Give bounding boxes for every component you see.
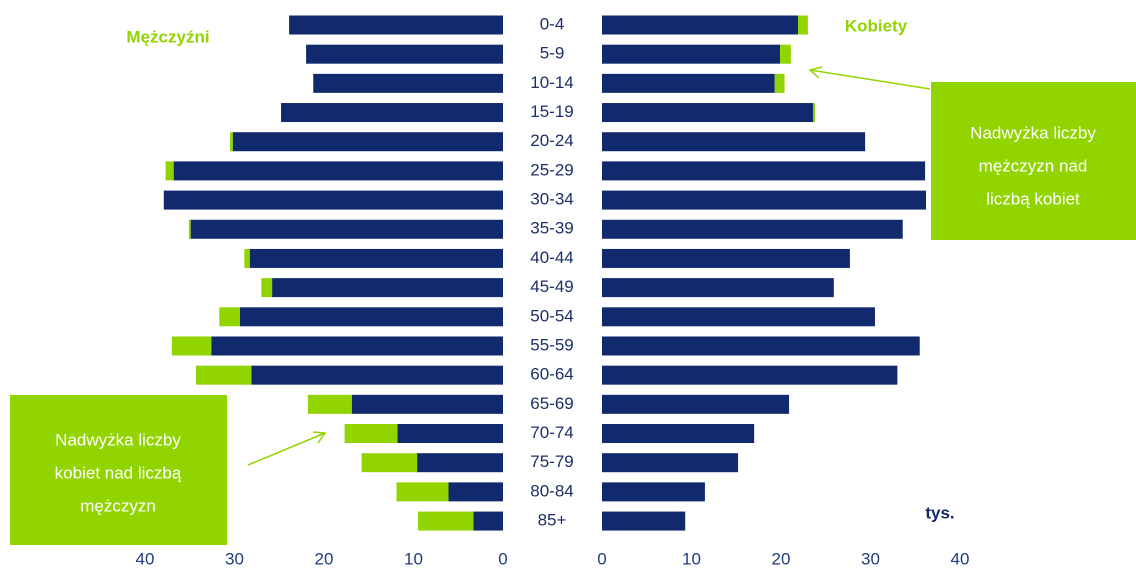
- bar: [602, 161, 926, 181]
- bar: [289, 15, 503, 35]
- bar: [602, 511, 686, 531]
- bar: [244, 248, 250, 268]
- x-tick-label: 40: [951, 549, 970, 568]
- age-label: 85+: [538, 511, 567, 530]
- age-label: 65-69: [530, 394, 573, 413]
- bar: [602, 336, 920, 356]
- annotation-box: [931, 82, 1136, 240]
- arrow-head: [312, 431, 327, 444]
- bar: [239, 307, 503, 327]
- bar: [813, 103, 816, 123]
- bar: [602, 307, 875, 327]
- bar: [219, 307, 240, 327]
- unit-label: tys.: [925, 503, 954, 522]
- bar: [190, 219, 503, 239]
- bar: [417, 453, 503, 473]
- bar: [602, 365, 898, 385]
- bar: [307, 394, 352, 414]
- bar: [397, 424, 503, 444]
- arrow-head: [808, 66, 823, 79]
- bar: [602, 15, 799, 35]
- bar: [261, 278, 273, 298]
- bar: [602, 424, 755, 444]
- bar: [602, 394, 790, 414]
- age-label: 70-74: [530, 423, 573, 442]
- annotation-text: kobiet nad liczbą: [55, 463, 182, 482]
- annotation-text: mężczyzn nad: [979, 156, 1088, 175]
- bar: [361, 453, 418, 473]
- bar: [306, 44, 503, 64]
- bar: [602, 190, 926, 210]
- x-tick-label: 0: [597, 549, 606, 568]
- bar: [780, 44, 791, 64]
- bar: [211, 336, 504, 356]
- bar: [251, 365, 503, 385]
- bar: [313, 73, 503, 93]
- x-tick-label: 20: [772, 549, 791, 568]
- bar: [602, 103, 814, 123]
- bar: [602, 219, 903, 239]
- x2-tick-label: 40: [136, 549, 155, 568]
- age-label: 45-49: [530, 277, 573, 296]
- age-label: 50-54: [530, 306, 573, 325]
- age-label: 55-59: [530, 335, 573, 354]
- x2-tick-label: 20: [315, 549, 334, 568]
- bar: [351, 394, 503, 414]
- bar: [188, 219, 191, 239]
- bar: [774, 73, 785, 93]
- bar: [396, 482, 449, 502]
- x-tick-label: 30: [861, 549, 880, 568]
- bar: [602, 73, 775, 93]
- annotation-box: [10, 395, 227, 545]
- bar: [344, 424, 398, 444]
- x2-tick-label: 30: [225, 549, 244, 568]
- arrow: [247, 432, 326, 466]
- age-label: 15-19: [530, 102, 573, 121]
- age-label: 10-14: [530, 73, 573, 92]
- bar: [281, 103, 503, 123]
- bar: [196, 365, 252, 385]
- age-label: 80-84: [530, 481, 573, 500]
- annotation-text: mężczyzn: [80, 496, 156, 515]
- bar: [448, 482, 503, 502]
- age-label: 20-24: [530, 131, 573, 150]
- legend-men: Mężczyźni: [126, 27, 209, 46]
- x-tick-label: 10: [682, 549, 701, 568]
- age-label: 75-79: [530, 452, 573, 471]
- x2-tick-label: 10: [404, 549, 423, 568]
- age-label: 25-29: [530, 160, 573, 179]
- bar: [249, 248, 503, 268]
- bar: [602, 482, 705, 502]
- bar: [171, 336, 212, 356]
- age-label: 40-44: [530, 248, 573, 267]
- x2-tick-label: 0: [498, 549, 507, 568]
- age-label: 0-4: [540, 14, 565, 33]
- bar: [232, 132, 503, 152]
- bar: [602, 248, 850, 268]
- bar: [798, 15, 808, 35]
- bar: [602, 278, 834, 298]
- arrow: [809, 69, 931, 90]
- bar: [473, 511, 503, 531]
- bar: [602, 132, 866, 152]
- annotation-text: Nadwyżka liczby: [970, 123, 1096, 142]
- age-label: 35-39: [530, 219, 573, 238]
- annotation-text: liczbą kobiet: [986, 189, 1080, 208]
- bar: [163, 190, 504, 210]
- bar: [173, 161, 503, 181]
- age-label: 5-9: [540, 44, 565, 63]
- bar: [602, 44, 781, 64]
- bar: [417, 511, 474, 531]
- legend-women: Kobiety: [845, 16, 908, 35]
- annotation-text: Nadwyżka liczby: [55, 430, 181, 449]
- age-label: 60-64: [530, 365, 573, 384]
- bar: [230, 132, 233, 152]
- bar: [602, 453, 739, 473]
- bar: [165, 161, 174, 181]
- age-label: 30-34: [530, 190, 573, 209]
- bar: [272, 278, 503, 298]
